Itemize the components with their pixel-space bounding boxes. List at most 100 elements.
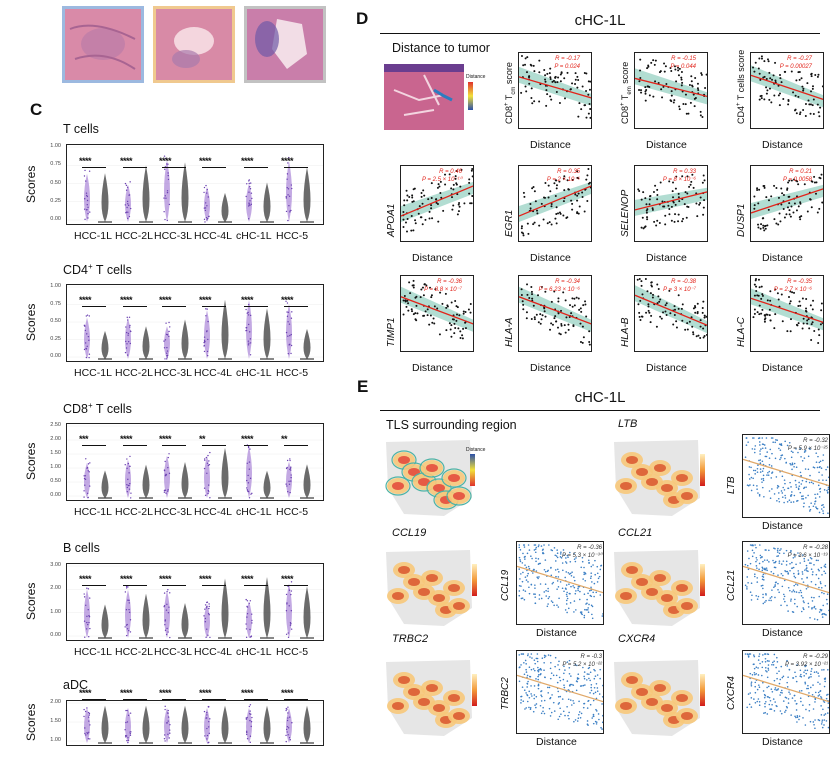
violin-dot bbox=[246, 312, 248, 314]
scatter-point bbox=[805, 672, 808, 675]
scatter-point bbox=[799, 491, 802, 494]
violin-dot bbox=[290, 623, 292, 625]
violin-dot bbox=[85, 628, 88, 630]
scatter-point bbox=[552, 674, 555, 677]
scatter-point bbox=[677, 213, 680, 216]
scatter-point bbox=[557, 571, 560, 573]
scatter-point bbox=[461, 337, 464, 340]
violin-dot bbox=[164, 358, 166, 360]
scatter-point bbox=[796, 721, 798, 723]
violin-plot bbox=[66, 284, 324, 362]
scatter-point bbox=[531, 557, 533, 560]
scatter-point bbox=[521, 580, 524, 583]
scatter-point bbox=[789, 693, 791, 695]
scatter-point bbox=[535, 678, 537, 680]
scatter-point bbox=[554, 194, 557, 197]
violin-dot bbox=[88, 714, 90, 716]
panel-e-title: cHC-1L bbox=[574, 389, 626, 406]
scatter-point bbox=[523, 195, 526, 198]
violin-dot bbox=[250, 192, 253, 194]
scatter-point bbox=[451, 196, 454, 199]
scatter-point bbox=[790, 205, 793, 208]
scatter-point bbox=[766, 58, 769, 61]
scatter-point bbox=[796, 664, 798, 666]
scatter-point bbox=[805, 307, 808, 310]
scatter-point bbox=[768, 71, 771, 74]
scatter-point bbox=[811, 573, 814, 576]
scatter-point bbox=[766, 559, 769, 561]
x-category-label: HCC-1L bbox=[74, 367, 112, 379]
violin-dot bbox=[128, 611, 131, 614]
scatter-point bbox=[781, 692, 783, 694]
scatter-point bbox=[767, 685, 770, 688]
scatter-point bbox=[809, 720, 812, 723]
violin-dot bbox=[290, 628, 293, 630]
scatter-point bbox=[701, 307, 704, 310]
scatter-point bbox=[763, 60, 766, 63]
scatter-point bbox=[772, 74, 775, 77]
scatter-point bbox=[522, 234, 525, 237]
scatter-point bbox=[794, 479, 797, 482]
scatter-point bbox=[670, 90, 673, 93]
scatter-point bbox=[800, 610, 803, 613]
violin-dot bbox=[165, 492, 167, 494]
scatter-point bbox=[786, 206, 789, 209]
scatter-point bbox=[524, 659, 527, 662]
scatter-point bbox=[788, 202, 791, 205]
scatter-point bbox=[789, 215, 792, 218]
scatter-point bbox=[753, 204, 756, 207]
scatter-point bbox=[589, 703, 592, 706]
violin-dot bbox=[247, 311, 249, 314]
scatter-point bbox=[755, 556, 758, 559]
scatter-point bbox=[557, 718, 560, 721]
scatter-point bbox=[770, 465, 773, 467]
scatter-point bbox=[790, 70, 793, 73]
scatter-point bbox=[547, 196, 550, 199]
violin-dot bbox=[126, 721, 129, 723]
violin-dot bbox=[203, 207, 206, 209]
violin-dot bbox=[85, 356, 88, 359]
scatter-point bbox=[762, 567, 764, 570]
scatter-point bbox=[589, 577, 592, 580]
violin-dot bbox=[163, 489, 166, 492]
scatter-point bbox=[702, 206, 705, 209]
scatter-point bbox=[773, 566, 776, 569]
significance-stars: **** bbox=[281, 687, 294, 698]
scatter-point bbox=[526, 552, 529, 555]
scatter-point bbox=[578, 308, 581, 311]
scatter-point bbox=[522, 191, 525, 194]
scatter-point bbox=[639, 299, 642, 302]
scatter-point bbox=[537, 294, 540, 297]
scatter-point bbox=[595, 591, 598, 594]
scatter-point bbox=[458, 205, 461, 208]
violin-dot bbox=[287, 585, 289, 588]
significance-stars: **** bbox=[241, 155, 254, 166]
scatter-point bbox=[775, 666, 777, 669]
scatter-point bbox=[802, 704, 804, 706]
scatter-point bbox=[537, 321, 540, 324]
scatter-point bbox=[406, 217, 409, 220]
scatter-point bbox=[778, 670, 780, 673]
scatter-point bbox=[567, 556, 569, 558]
scatter-point bbox=[762, 596, 764, 599]
scatter-point bbox=[425, 284, 428, 287]
scatter-point bbox=[526, 700, 529, 703]
regression-line bbox=[634, 294, 710, 327]
scatter-point bbox=[696, 82, 699, 85]
scatter-point bbox=[651, 208, 654, 211]
violin-dot bbox=[87, 733, 89, 735]
scatter-point bbox=[433, 322, 436, 325]
correlation-p: P = 2 × 10⁻⁶ bbox=[546, 177, 580, 183]
spatial-map bbox=[384, 548, 476, 633]
scatter-point bbox=[703, 314, 706, 317]
scatter-point bbox=[678, 200, 681, 203]
violin-dot bbox=[167, 172, 169, 174]
scatter-point bbox=[523, 689, 526, 692]
scatter-point bbox=[764, 447, 767, 449]
significance-stars: **** bbox=[159, 433, 172, 444]
violin-dot bbox=[209, 451, 211, 454]
scatter-point bbox=[756, 559, 758, 561]
scatter-point bbox=[776, 487, 779, 489]
scatter-point bbox=[675, 320, 678, 323]
violin-dot bbox=[289, 334, 291, 337]
